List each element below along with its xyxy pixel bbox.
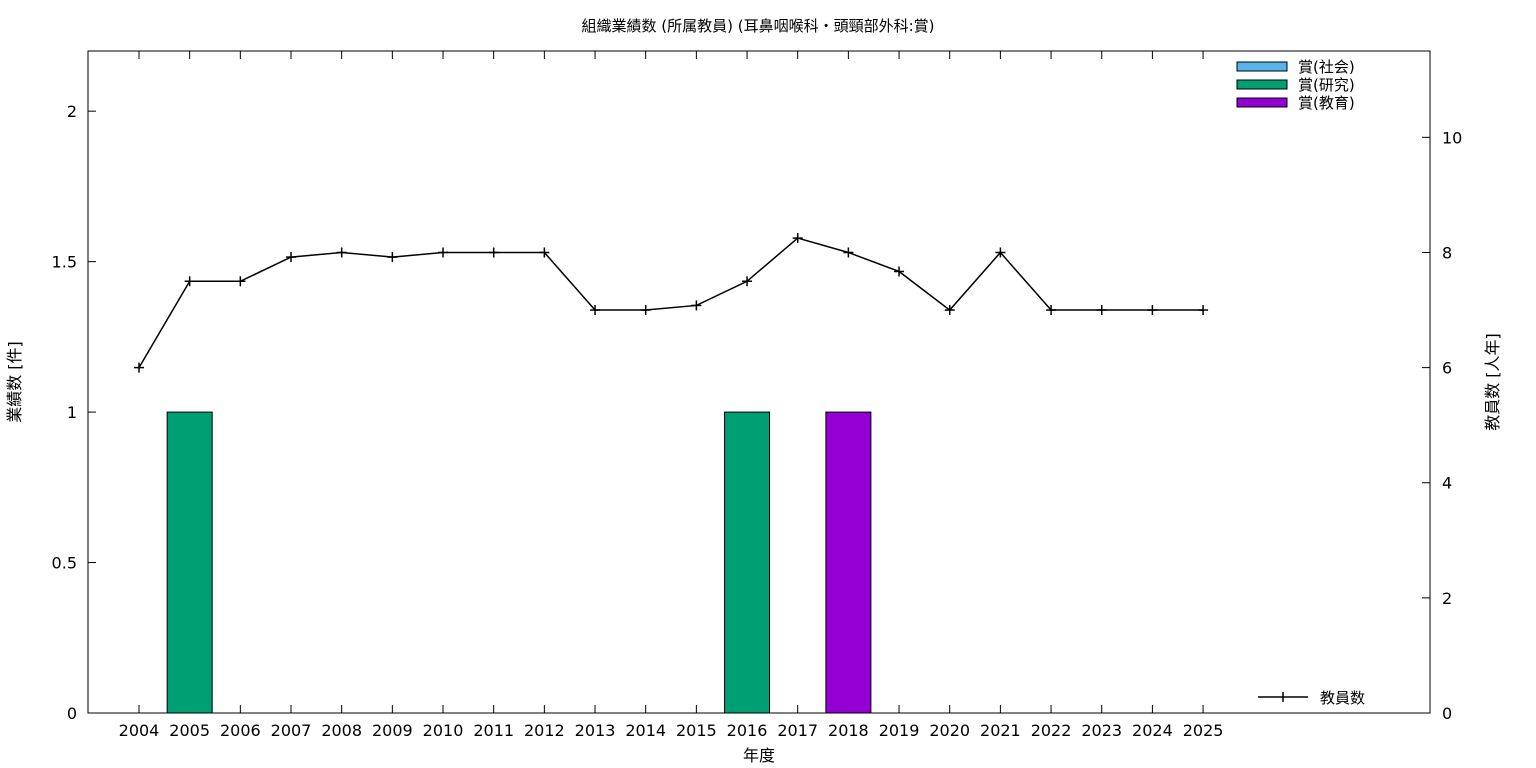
x-tick-label: 2015 — [676, 721, 717, 740]
line-point — [742, 276, 753, 287]
x-tick-label: 2008 — [321, 721, 362, 740]
x-tick-label: 2006 — [220, 721, 261, 740]
y2-tick-label: 2 — [1442, 589, 1452, 608]
y-tick-label: 1 — [67, 403, 77, 422]
x-tick-label: 2018 — [828, 721, 869, 740]
x-tick-label: 2011 — [473, 721, 514, 740]
bar — [166, 411, 213, 714]
x-tick-label: 2010 — [423, 721, 464, 740]
line-point — [1096, 305, 1107, 316]
axis-ticks: 2004 2005 2006 2007 2008 2009 2010 2011 2012 2013… — [52, 51, 1462, 740]
x-tick-label: 2004 — [119, 721, 160, 740]
x-tick-label: 2016 — [727, 721, 768, 740]
x-tick-label: 2012 — [524, 721, 565, 740]
y2-tick-label: 8 — [1442, 243, 1452, 262]
x-tick-label: 2023 — [1081, 721, 1122, 740]
line-point — [488, 247, 499, 258]
line-point — [539, 247, 550, 258]
line-series — [134, 233, 1209, 373]
y2-tick-label: 0 — [1442, 704, 1452, 723]
x-axis-label: 年度 — [743, 746, 775, 765]
y-tick-label: 1.5 — [52, 253, 77, 272]
x-tick-label: 2024 — [1132, 721, 1173, 740]
bar — [825, 411, 872, 714]
line-point — [944, 305, 955, 316]
y2-axis-label: 教員数 [人年] — [1483, 333, 1502, 431]
x-tick-label: 2009 — [372, 721, 413, 740]
y-tick-label: 2 — [67, 102, 77, 121]
legend-label: 賞(社会) — [1298, 58, 1355, 76]
x-tick-label: 2019 — [879, 721, 920, 740]
line-point — [235, 276, 246, 287]
x-tick-label: 2020 — [929, 721, 970, 740]
y2-tick-label: 6 — [1442, 359, 1452, 378]
y2-tick-label: 4 — [1442, 474, 1452, 493]
line-point — [336, 247, 347, 258]
x-tick-label: 2005 — [169, 721, 210, 740]
line-point — [184, 276, 195, 287]
legend: 賞(社会)賞(研究)賞(教育) 教員数 — [1236, 58, 1365, 707]
line-point — [792, 233, 803, 244]
line-point — [438, 247, 449, 258]
chart-title: 組織業績数 (所属教員) (耳鼻咽喉科・頭頸部外科:賞) — [581, 17, 934, 35]
bars — [166, 411, 872, 714]
line-point — [1198, 305, 1209, 316]
legend-swatch — [1236, 97, 1288, 108]
x-tick-label: 2017 — [777, 721, 818, 740]
line-point — [590, 305, 601, 316]
y-axis-label: 業績数 [件] — [5, 341, 24, 423]
y-tick-label: 0 — [67, 704, 77, 723]
faculty-line — [138, 237, 1204, 368]
line-point — [691, 300, 702, 311]
line-point — [1046, 305, 1057, 316]
x-tick-label: 2021 — [980, 721, 1021, 740]
x-tick-label: 2025 — [1183, 721, 1224, 740]
x-tick-label: 2013 — [575, 721, 616, 740]
line-point — [387, 252, 398, 263]
legend-swatch — [1236, 79, 1288, 90]
y-tick-label: 0.5 — [52, 554, 77, 573]
line-point — [134, 362, 144, 373]
line-point — [843, 247, 854, 258]
legend-label: 賞(教育) — [1298, 94, 1355, 112]
line-point — [1147, 305, 1158, 316]
line-point — [640, 305, 651, 316]
legend-label: 賞(研究) — [1298, 76, 1355, 94]
x-tick-label: 2022 — [1031, 721, 1072, 740]
line-point — [995, 247, 1006, 258]
legend-swatch — [1236, 61, 1288, 72]
x-tick-label: 2014 — [625, 721, 666, 740]
line-point — [894, 266, 905, 277]
x-tick-label: 2007 — [271, 721, 312, 740]
legend-line-label: 教員数 — [1320, 689, 1365, 707]
bar — [724, 411, 771, 714]
line-point — [286, 252, 297, 263]
y2-tick-label: 10 — [1442, 128, 1462, 147]
